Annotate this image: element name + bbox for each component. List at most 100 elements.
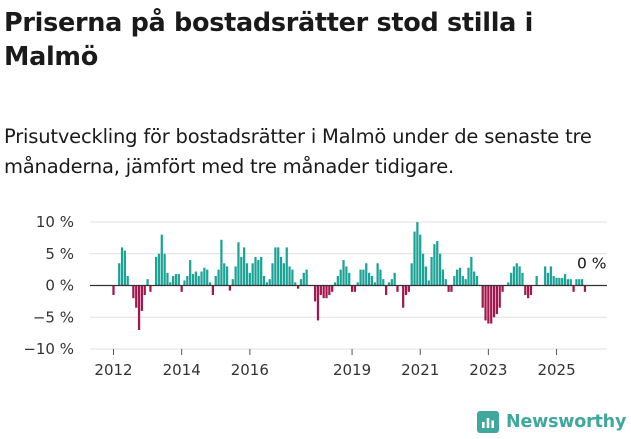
bar [552,275,555,286]
bar [379,269,382,286]
bar [356,282,359,286]
bar [140,285,144,311]
bar [231,279,234,286]
bar [382,279,385,286]
y-tick-label: −10 % [23,340,74,358]
bar [282,263,286,286]
bar [296,285,300,289]
x-tick-label: 2023 [469,361,507,379]
bar [438,253,442,286]
bar [314,285,317,302]
bar [407,285,410,292]
bar [268,279,271,286]
bar [365,263,368,286]
bar [421,253,425,286]
bar [555,277,558,286]
bar [580,279,584,286]
bar [234,266,237,286]
y-tick-label: 0 % [45,277,74,295]
bar [509,272,513,286]
bar [370,275,374,286]
bar [427,280,430,286]
bar [535,275,538,286]
bar [160,234,163,286]
bar [194,271,197,286]
y-tick-label: 5 % [45,245,74,263]
bar [359,269,362,286]
bar [120,247,124,286]
bar [211,285,215,296]
bar [220,239,223,286]
bar [387,282,391,286]
bar [487,285,490,324]
bar [288,266,291,286]
bar [166,272,169,286]
bar [544,266,547,286]
bar [385,285,388,296]
bar [132,285,135,299]
bar [481,285,484,308]
x-tick-label: 2012 [94,361,132,379]
bar [257,260,260,286]
bar [419,234,422,286]
bar [345,266,348,286]
bar [396,285,399,292]
bar [112,285,115,296]
bar [186,275,189,286]
bar [328,285,331,296]
bar [404,285,408,296]
bar [336,275,339,286]
bar [137,285,141,330]
bar [529,285,533,296]
bar [149,285,152,292]
bar [228,285,232,291]
bar [339,269,342,286]
bar [260,256,263,286]
bar [174,274,178,286]
bar [203,267,206,286]
bar [430,256,433,286]
bar [146,279,149,286]
bar [177,274,180,286]
bar [436,241,439,286]
bar [458,267,462,286]
brand-name: Newsworthy [506,412,627,432]
bar [498,285,501,308]
bar [251,263,254,286]
bar [413,231,416,286]
bar [183,280,186,286]
bar [243,247,246,286]
bar [450,285,453,292]
bar [456,269,459,286]
bar [172,275,175,286]
bar [200,271,203,286]
bar [444,279,447,286]
bar [507,282,510,286]
bar [563,274,567,286]
x-tick-label: 2016 [231,361,269,379]
bar [416,222,419,286]
x-axis: 2012 2014 2016 2019 2021 2023 2025 [94,349,576,379]
bar [299,279,303,286]
newsworthy-logo-icon [477,411,499,433]
bar [373,282,376,286]
bar [277,247,280,286]
bar [492,285,496,318]
bar [225,266,229,286]
bar [245,263,249,286]
bar [376,263,379,286]
bar [291,269,294,286]
bar [572,285,575,292]
bar [126,275,129,286]
bar [322,285,325,299]
bar [424,266,428,286]
chart-title: Priserna på bostadsrätter stod stilla i … [4,8,534,72]
bar [118,263,121,286]
bar [191,274,195,286]
bar [549,266,552,286]
bar [558,277,561,286]
bar [274,247,277,286]
bar [123,250,126,286]
bar [461,275,464,286]
bar [390,279,393,286]
